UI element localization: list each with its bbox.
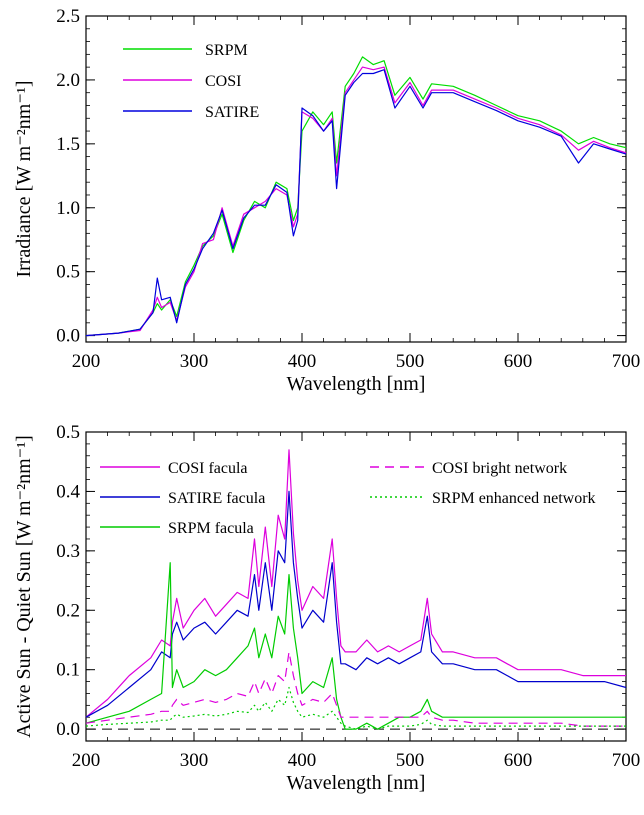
x-tick-label: 300 xyxy=(180,351,209,372)
x-tick-label: 600 xyxy=(504,351,533,372)
x-tick-label: 700 xyxy=(612,750,641,771)
legend-entry: SRPM enhanced network xyxy=(432,490,596,507)
legend-entry: COSI facula xyxy=(168,460,248,477)
x-tick-label: 400 xyxy=(288,750,317,771)
plot-frame xyxy=(85,15,627,343)
x-tick-label: 600 xyxy=(504,750,533,771)
y-tick-label: 0.5 xyxy=(56,262,80,283)
chart-panel-2: 200 300 400 500 600 700 0.0 0.1 0.2 0.3 0.4 0.5 COSI… xyxy=(13,422,640,794)
y-tick-label: 0.0 xyxy=(56,719,80,740)
y-axis-label: Active Sun - Quiet Sun [W m⁻²nm⁻¹] xyxy=(13,435,35,738)
series-line-cosi xyxy=(85,66,627,337)
series-line-satire-facula xyxy=(85,490,627,718)
legend-entry: COSI bright network xyxy=(432,460,567,477)
y-tick-label: 0.4 xyxy=(56,481,80,502)
legend-entry: SRPM xyxy=(205,42,248,59)
y-tick-label: 2.0 xyxy=(56,70,80,91)
y-tick-label: 0.2 xyxy=(56,600,80,621)
y-tick-label: 0.1 xyxy=(56,660,80,681)
y-axis-label: Irradiance [W m⁻²nm⁻¹] xyxy=(13,80,35,277)
y-tick-label: 0.0 xyxy=(56,326,80,347)
x-axis-label: Wavelength [nm] xyxy=(287,373,426,395)
series-line-cosi-facula xyxy=(85,449,626,718)
x-axis-label: Wavelength [nm] xyxy=(287,772,426,794)
y-tick-label: 2.5 xyxy=(56,6,80,27)
plot-frame xyxy=(85,431,627,742)
series-line-satire xyxy=(85,69,627,337)
legend-entry: SATIRE xyxy=(205,104,259,121)
x-tick-label: 200 xyxy=(72,351,101,372)
y-tick-label: 0.5 xyxy=(56,422,80,443)
legend-entry: SRPM facula xyxy=(168,520,254,537)
x-tick-label: 400 xyxy=(288,351,317,372)
chart-panel-1: 200 300 400 500 600 700 0.0 0.5 1.0 1.5 2.0 2.5 SRPM… xyxy=(13,6,640,395)
legend-entry: SATIRE facula xyxy=(168,490,265,507)
y-tick-label: 1.5 xyxy=(56,134,80,155)
x-tick-label: 300 xyxy=(180,750,209,771)
y-tick-label: 1.0 xyxy=(56,198,80,219)
x-tick-label: 700 xyxy=(612,351,641,372)
x-tick-label: 200 xyxy=(72,750,101,771)
x-tick-label: 500 xyxy=(396,750,425,771)
y-tick-label: 0.3 xyxy=(56,541,80,562)
legend-entry: COSI xyxy=(205,73,241,90)
series-line-srpm-facula xyxy=(85,562,626,730)
series-line-srpm xyxy=(85,56,627,337)
x-tick-label: 500 xyxy=(396,351,425,372)
series-line-cosi-bright-network xyxy=(85,651,626,727)
